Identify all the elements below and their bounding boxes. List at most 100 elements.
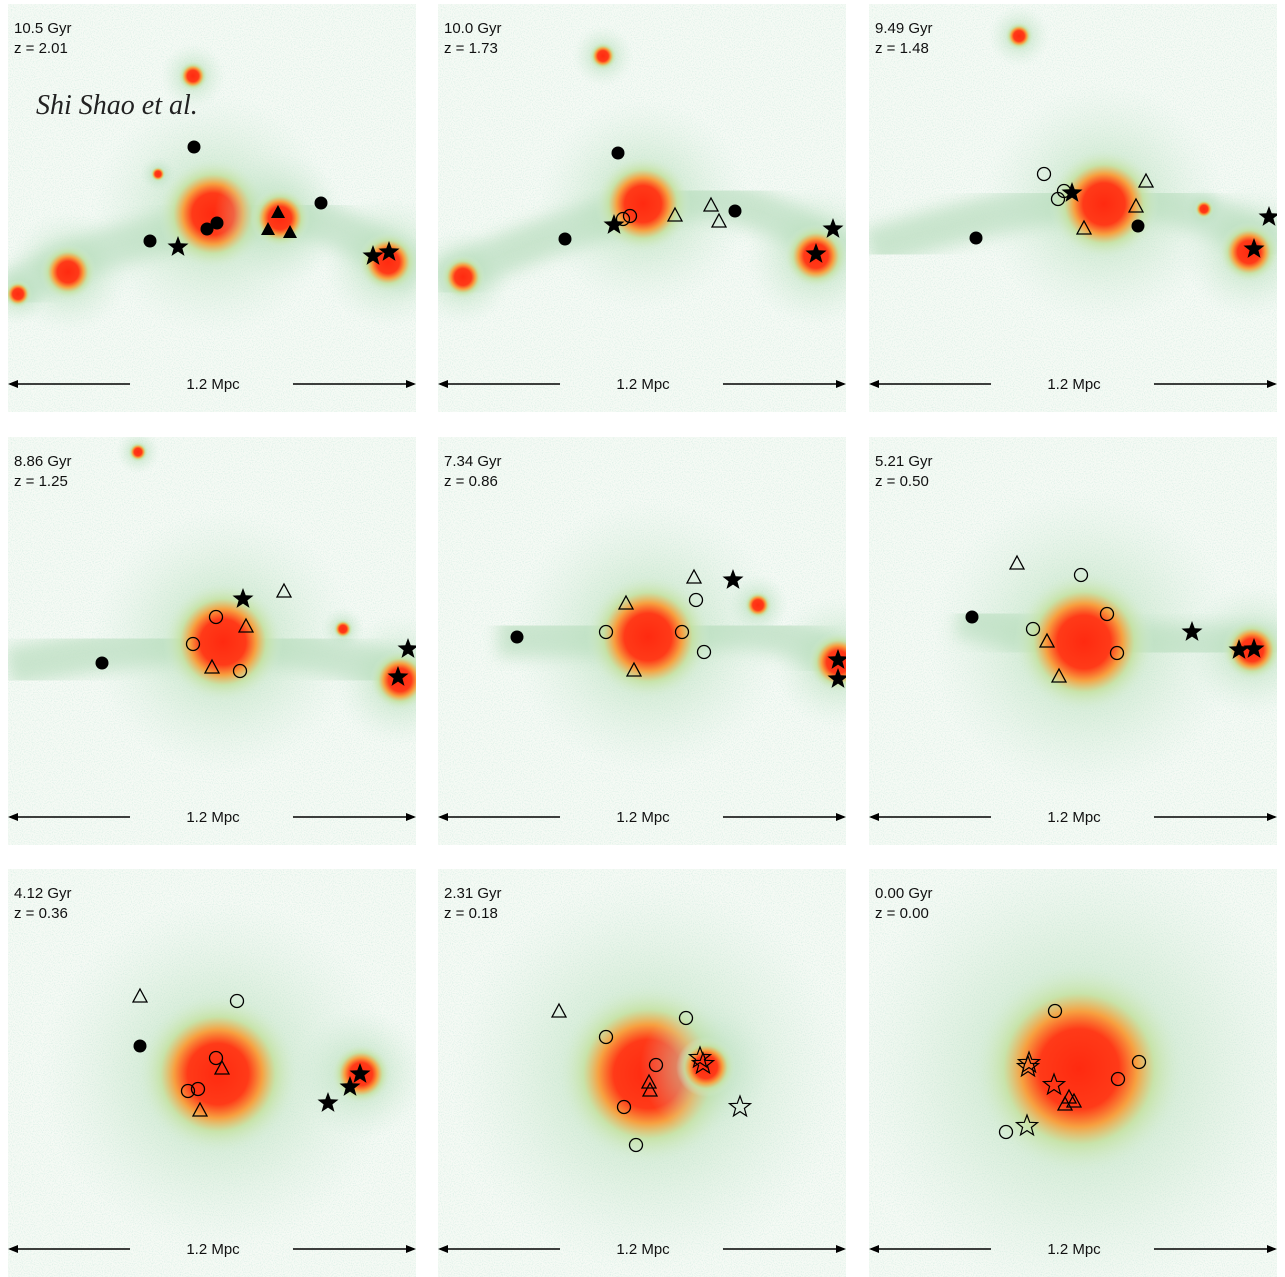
marker-filled-star <box>1258 206 1277 226</box>
marker-open-triangle <box>1008 554 1026 570</box>
marker-filled-circle <box>969 231 983 245</box>
marker-open-star <box>1041 1072 1067 1096</box>
panel: 4.12 Gyr z = 0.36 1.2 Mpc <box>8 869 416 1277</box>
halo-core <box>1014 572 1154 712</box>
marker-open-circle <box>1109 645 1125 661</box>
marker-filled-circle <box>210 216 224 230</box>
redshift-label: z = 0.18 <box>444 905 498 922</box>
halo-core <box>1194 199 1214 219</box>
halo-core <box>163 582 283 702</box>
arrowhead-left <box>869 1245 879 1253</box>
halo-core <box>441 255 485 299</box>
marker-open-circle <box>696 644 712 660</box>
marker-open-circle <box>1110 1071 1126 1087</box>
marker-open-triangle <box>640 1073 658 1089</box>
marker-open-triangle <box>685 568 703 584</box>
panel: 7.34 Gyr z = 0.86 1.2 Mpc <box>438 437 846 845</box>
arrowhead-right <box>406 813 416 821</box>
arrowhead-left <box>438 380 448 388</box>
panel: 10.0 Gyr z = 1.73 1.2 Mpc <box>438 4 846 412</box>
arrowhead-right <box>836 380 846 388</box>
arrowhead-left <box>869 813 879 821</box>
time-label: 2.31 Gyr <box>444 885 502 902</box>
scale-label: 1.2 Mpc <box>186 809 240 826</box>
marker-open-triangle <box>617 594 635 610</box>
marker-filled-circle <box>95 656 109 670</box>
time-label: 7.34 Gyr <box>444 453 502 470</box>
marker-open-triangle <box>1065 1092 1083 1108</box>
scale-label: 1.2 Mpc <box>616 809 670 826</box>
marker-open-circle <box>229 993 245 1009</box>
marker-filled-star <box>167 236 189 256</box>
marker-filled-circle <box>187 140 201 154</box>
halo-core <box>974 964 1184 1174</box>
marker-filled-circle <box>965 610 979 624</box>
marker-open-triangle <box>710 212 728 228</box>
marker-open-star <box>690 1051 716 1075</box>
marker-filled-star <box>387 666 409 686</box>
scale-label: 1.2 Mpc <box>1047 376 1101 393</box>
marker-filled-circle <box>133 1039 147 1053</box>
marker-filled-circle <box>728 204 742 218</box>
arrowhead-right <box>836 813 846 821</box>
marker-filled-star <box>822 218 844 238</box>
time-label: 9.49 Gyr <box>875 20 933 37</box>
marker-open-triangle <box>625 661 643 677</box>
marker-filled-star <box>827 649 846 669</box>
marker-open-triangle <box>1137 172 1155 188</box>
marker-open-triangle <box>1075 219 1093 235</box>
marker-filled-triangle <box>271 205 285 218</box>
marker-open-triangle <box>203 658 221 674</box>
marker-filled-star <box>349 1063 371 1083</box>
arrowhead-left <box>438 1245 448 1253</box>
scale-label: 1.2 Mpc <box>186 1241 240 1258</box>
redshift-label: z = 2.01 <box>14 40 68 57</box>
marker-open-circle <box>232 663 248 679</box>
marker-open-circle <box>615 211 631 227</box>
marker-open-circle <box>1047 1003 1063 1019</box>
scale-label: 1.2 Mpc <box>1047 809 1101 826</box>
marker-filled-star <box>317 1092 339 1112</box>
scale-label: 1.2 Mpc <box>616 376 670 393</box>
panel: 8.86 Gyr z = 1.25 1.2 Mpc <box>8 437 416 845</box>
marker-open-circle <box>180 1083 196 1099</box>
arrowhead-left <box>8 380 18 388</box>
time-label: 8.86 Gyr <box>14 453 72 470</box>
scale-label: 1.2 Mpc <box>1047 1241 1101 1258</box>
halo-core <box>370 650 416 710</box>
redshift-label: z = 1.73 <box>444 40 498 57</box>
marker-open-circle <box>598 1029 614 1045</box>
halo-core <box>1005 22 1033 50</box>
marker-open-star <box>1015 1054 1041 1078</box>
halo-core <box>358 232 416 292</box>
marker-open-triangle <box>237 617 255 633</box>
marker-open-circle <box>208 1050 224 1066</box>
panel: 2.31 Gyr z = 0.18 1.2 Mpc <box>438 869 846 1277</box>
marker-filled-circle <box>143 234 157 248</box>
marker-filled-triangle <box>261 222 275 235</box>
panel: 0.00 Gyr z = 0.00 1.2 Mpc <box>869 869 1277 1277</box>
marker-open-triangle <box>275 582 293 598</box>
time-label: 0.00 Gyr <box>875 885 933 902</box>
marker-open-circle <box>628 1137 644 1153</box>
marker-open-triangle <box>131 987 149 1003</box>
marker-open-triangle <box>1050 667 1068 683</box>
marker-open-triangle <box>191 1101 209 1117</box>
halo-core <box>595 156 691 252</box>
scale-label: 1.2 Mpc <box>616 1241 670 1258</box>
arrowhead-left <box>869 380 879 388</box>
marker-filled-star <box>397 638 416 658</box>
marker-filled-star <box>1243 238 1265 258</box>
marker-open-triangle <box>550 1002 568 1018</box>
panel: 9.49 Gyr z = 1.48 1.2 Mpc <box>869 4 1277 412</box>
marker-open-star <box>727 1094 753 1118</box>
redshift-label: z = 0.00 <box>875 905 929 922</box>
marker-open-circle <box>998 1124 1014 1140</box>
marker-filled-circle <box>510 630 524 644</box>
arrowhead-left <box>8 1245 18 1253</box>
marker-open-triangle <box>1060 1088 1078 1104</box>
halo-core <box>1219 222 1277 282</box>
halo-core <box>333 619 353 639</box>
marker-filled-circle <box>200 222 214 236</box>
